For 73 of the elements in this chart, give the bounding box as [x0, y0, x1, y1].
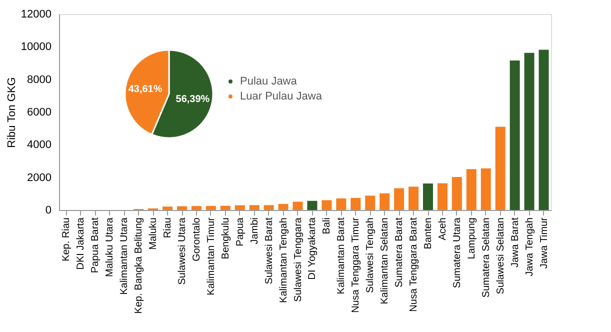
bar — [307, 200, 318, 210]
x-tick-label: Sumatera Barat — [394, 217, 406, 288]
bar — [510, 60, 520, 210]
bar — [466, 169, 476, 210]
bar — [380, 193, 390, 210]
bar — [206, 206, 216, 210]
x-tick-label: Papua — [234, 217, 246, 246]
x-tick-label: DKI Jakarta — [76, 217, 87, 270]
bar — [292, 202, 303, 210]
x-tick-label: Kep. Riau — [61, 218, 72, 262]
bar — [538, 50, 549, 210]
x-tick-label: Aceh — [437, 218, 448, 240]
x-tick-label: Sulawesi Selatan — [495, 218, 506, 294]
y-axis-title: Ribu Ton GKG — [6, 77, 18, 148]
y-tick-label: 0 — [45, 204, 52, 216]
bar — [249, 205, 260, 210]
y-tick-label: 10000 — [20, 41, 52, 54]
legend-label: Pulau Jawa — [240, 76, 298, 88]
x-tick-label: Sumatera Utara — [452, 217, 463, 288]
x-tick-label: Kalimantan Utara — [119, 217, 130, 295]
bar — [495, 126, 506, 210]
x-tick-label: Sulawesi Barat — [264, 217, 275, 284]
x-tick-label: Kalimantan Timur — [206, 216, 217, 296]
x-tick-label: Jawa Barat — [510, 217, 521, 268]
bar — [278, 204, 288, 210]
x-tick-label: Papua Barat — [90, 217, 102, 274]
y-tick-label: 2000 — [27, 172, 52, 184]
x-tick-label: Gorontalo — [191, 217, 202, 262]
bar — [177, 206, 187, 210]
x-tick-label: Sulawesi Tenggara — [292, 217, 304, 302]
x-tick-label: Jambi — [249, 218, 260, 244]
bar — [394, 188, 404, 210]
x-tick-label: Sulawesi Tengah — [365, 218, 376, 293]
bar — [480, 168, 491, 210]
x-tick-label: DI Yogyakarta — [307, 217, 318, 280]
data-label: 56,39% — [176, 94, 210, 105]
bar — [336, 198, 346, 210]
data-label: 43,61% — [128, 84, 162, 96]
y-tick-label: 12000 — [20, 8, 52, 20]
x-tick-label: Banten — [423, 218, 434, 250]
x-tick-label: Sumatera Selatan — [480, 218, 492, 298]
bar — [423, 184, 433, 210]
legend-label: Luar Pulau Jawa — [240, 90, 323, 102]
x-tick-label: Bengkulu — [220, 218, 232, 260]
x-tick-label: Kalimantan Tengah — [278, 218, 290, 303]
x-tick-label: Jawa Timur — [538, 216, 550, 269]
x-tick-label: Lampung — [466, 218, 478, 260]
bar — [162, 206, 173, 210]
bar — [437, 183, 448, 210]
x-tick-label: Sulawesi Utara — [177, 217, 188, 285]
bar — [452, 177, 462, 210]
x-tick-label: Nusa Tenggara Timur — [350, 216, 362, 313]
y-tick-label: 8000 — [27, 74, 52, 86]
bar — [220, 206, 230, 210]
bar — [408, 186, 419, 210]
x-tick-label: Jawa Tengah — [524, 218, 536, 276]
x-tick-label: Kalimantan Barat — [336, 217, 348, 294]
y-tick-label: 6000 — [27, 106, 52, 118]
x-tick-label: Bali — [322, 218, 333, 234]
x-tick-label: Maluku — [148, 218, 160, 250]
bar — [524, 52, 534, 210]
x-tick-label: Riau — [162, 218, 174, 238]
bar — [322, 200, 332, 210]
x-tick-label: Maluku Utara — [104, 217, 116, 277]
bar — [350, 198, 361, 210]
bar — [264, 205, 274, 210]
x-tick-label: Kep. Bangka Belitung — [134, 218, 145, 314]
bar — [191, 206, 202, 210]
x-tick-label: Kalimantan Selatan — [380, 218, 391, 304]
bar — [234, 205, 245, 210]
x-tick-label: Nusa Tenggara Barat — [408, 217, 420, 312]
y-tick-label: 4000 — [27, 139, 52, 152]
bar — [365, 196, 376, 210]
